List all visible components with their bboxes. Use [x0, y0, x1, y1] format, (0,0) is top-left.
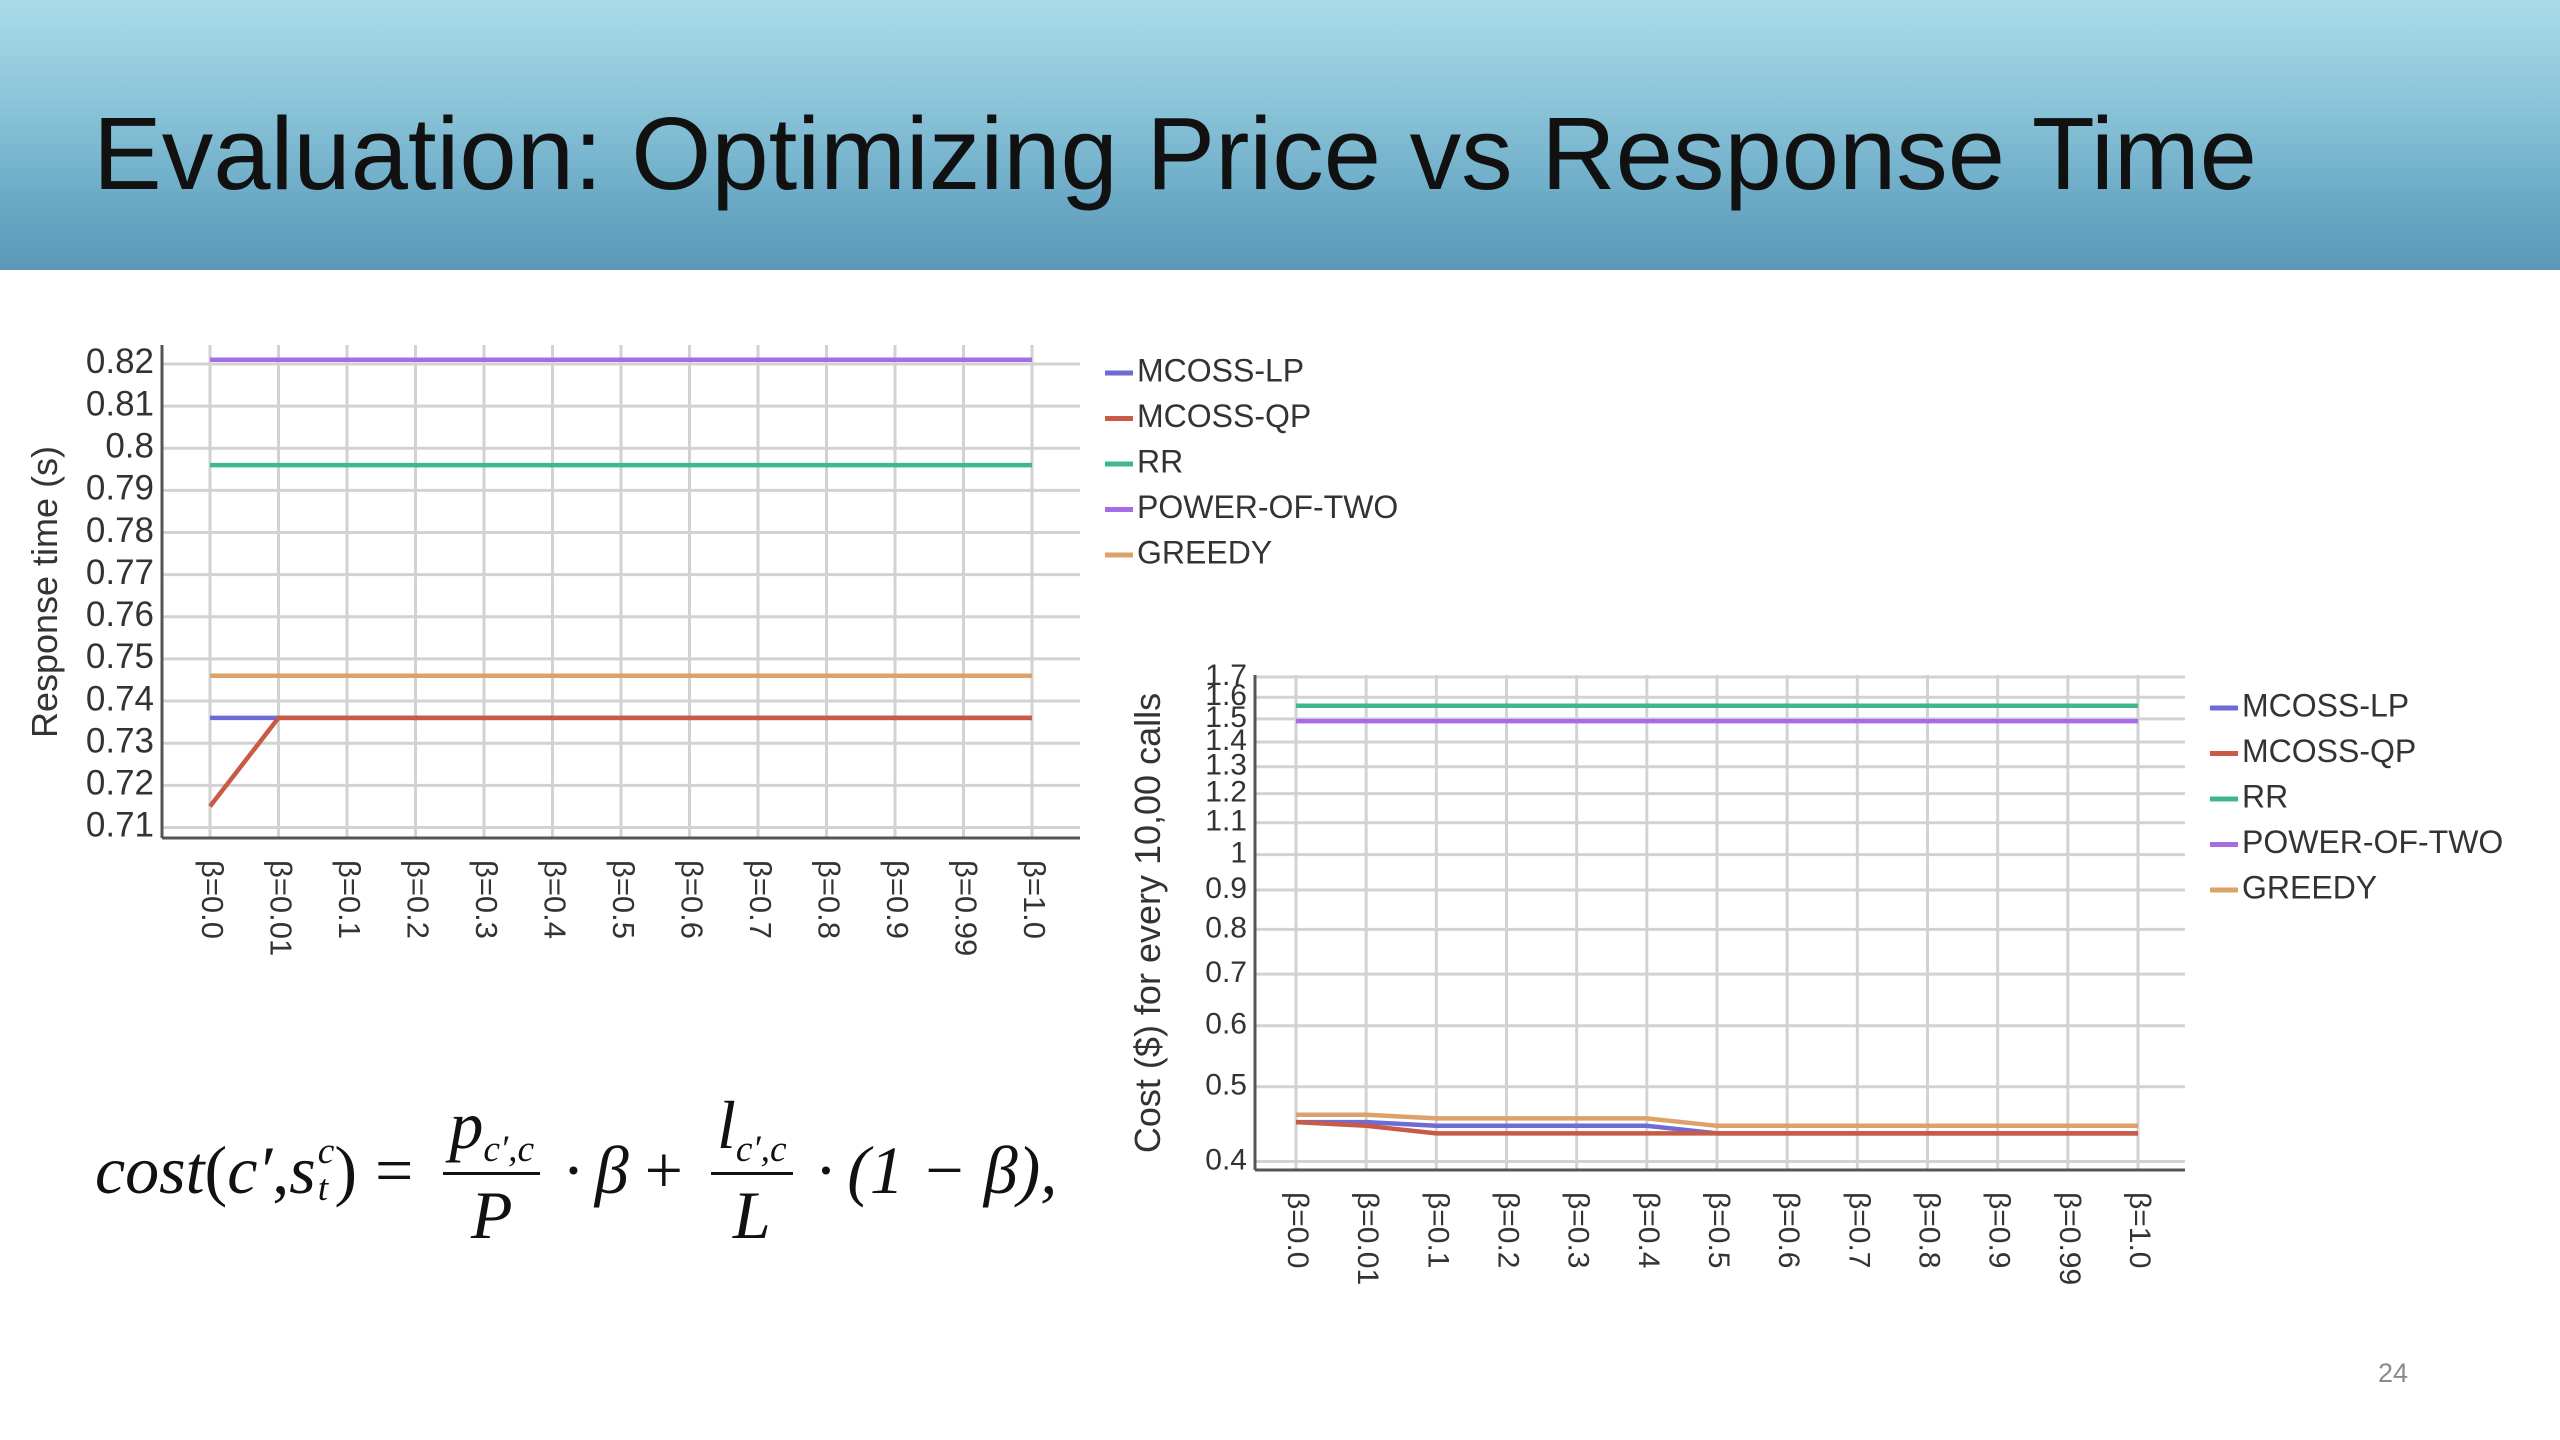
- formula-equals: =: [375, 1131, 414, 1208]
- y-tick-label: 0.77: [86, 553, 154, 592]
- x-tick-label: β=0.6: [1772, 1192, 1805, 1268]
- formula-arg2-sup: c: [317, 1130, 335, 1172]
- y-tick-label: 0.71: [86, 806, 154, 845]
- x-tick-label: β=0.2: [400, 860, 435, 939]
- fraction-latency-numerator: lc′,c: [710, 1091, 793, 1176]
- formula-dot-2: ·: [814, 1131, 838, 1208]
- legend-label: GREEDY: [1137, 534, 1272, 570]
- legend-label: MCOSS-QP: [1137, 398, 1311, 434]
- title-banner: [0, 0, 2560, 270]
- series-line-mcoss-qp: [208, 715, 1032, 808]
- legend-label: POWER-OF-TWO: [2242, 824, 2503, 860]
- y-tick-label: 0.8: [1205, 911, 1247, 944]
- slide-title: Evaluation: Optimizing Price vs Response…: [93, 96, 2257, 211]
- x-tick-label: β=0.7: [1842, 1192, 1875, 1268]
- x-tick-label: β=0.1: [1421, 1192, 1454, 1268]
- y-tick-label: 0.76: [86, 595, 154, 634]
- y-tick-label: 0.6: [1205, 1008, 1247, 1041]
- y-tick-label: 0.81: [86, 384, 154, 423]
- legend-label: MCOSS-QP: [2242, 733, 2416, 769]
- y-tick-label: 1.4: [1205, 724, 1247, 757]
- y-tick-label: 0.78: [86, 511, 154, 550]
- y-tick-label: 0.73: [86, 721, 154, 760]
- formula-paren-close: ): [334, 1131, 357, 1208]
- latency-subscript: c′,c: [735, 1128, 787, 1170]
- page-number: 24: [2378, 1358, 2409, 1388]
- y-tick-label: 1.7: [1205, 659, 1247, 692]
- formula-paren-open: (: [204, 1131, 228, 1208]
- x-tick-label: β=0.01: [1351, 1192, 1384, 1285]
- price-subscript: c′,c: [483, 1128, 535, 1170]
- x-tick-label: β=0.7: [743, 860, 778, 939]
- y-tick-label: 1.2: [1205, 776, 1247, 809]
- series-line-greedy: [1296, 1112, 2138, 1129]
- y-tick-label: 1.6: [1205, 679, 1247, 712]
- y-axis-title: Cost ($) for every 10,00 calls: [1127, 693, 1168, 1153]
- y-tick-label: 0.74: [86, 679, 154, 718]
- x-tick-label: β=0.3: [1562, 1192, 1595, 1268]
- y-tick-label: 1.5: [1205, 701, 1247, 734]
- x-tick-label: β=0.8: [1913, 1192, 1946, 1268]
- y-tick-label: 0.82: [86, 342, 154, 381]
- x-tick-label: β=1.0: [2123, 1192, 2156, 1268]
- x-tick-label: β=0.6: [674, 860, 709, 939]
- x-tick-label: β=0.0: [195, 860, 230, 939]
- price-symbol: p: [449, 1086, 484, 1163]
- formula-plus: +: [644, 1131, 683, 1208]
- latency-symbol: l: [716, 1086, 736, 1163]
- y-tick-label: 1: [1230, 837, 1247, 870]
- x-tick-label: β=0.8: [811, 860, 846, 939]
- cost-formula: cost ( c′ , s c t ) = pc′,c P · β + lc′,…: [95, 1085, 1085, 1255]
- legend-label: RR: [1137, 443, 1183, 479]
- formula-arg2-scripts: c t: [317, 1130, 335, 1209]
- y-tick-label: 0.9: [1205, 872, 1247, 905]
- x-tick-label: β=0.9: [1983, 1192, 2016, 1268]
- formula-comma: ,: [272, 1131, 290, 1208]
- y-tick-label: 0.4: [1205, 1143, 1247, 1176]
- y-tick-label: 0.7: [1205, 956, 1247, 989]
- legend-label: RR: [2242, 778, 2288, 814]
- formula-fraction-price: pc′,c P: [443, 1091, 541, 1254]
- x-tick-label: β=0.2: [1492, 1192, 1525, 1268]
- fraction-price-denominator: P: [470, 1177, 513, 1254]
- x-tick-label: β=0.4: [537, 860, 572, 939]
- y-tick-label: 0.72: [86, 764, 154, 803]
- formula-arg1: c′: [227, 1131, 273, 1208]
- x-tick-label: β=0.99: [2053, 1192, 2086, 1285]
- x-tick-label: β=0.5: [1702, 1192, 1735, 1268]
- legend-label: MCOSS-LP: [2242, 687, 2409, 723]
- formula-tail: (1 − β),: [847, 1131, 1058, 1208]
- series-line-mcoss-qp: [1295, 1119, 2138, 1136]
- x-tick-label: β=0.4: [1632, 1192, 1665, 1268]
- formula-func: cost: [95, 1131, 205, 1208]
- formula-dot-1: ·: [562, 1131, 585, 1208]
- formula-beta: β: [594, 1131, 629, 1208]
- legend-label: GREEDY: [2242, 869, 2377, 905]
- fraction-latency-denominator: L: [732, 1177, 771, 1254]
- formula-fraction-latency: lc′,c L: [710, 1091, 793, 1254]
- y-tick-label: 0.5: [1205, 1069, 1247, 1102]
- x-tick-label: β=1.0: [1017, 860, 1052, 939]
- legend-label: MCOSS-LP: [1137, 352, 1304, 388]
- y-tick-label: 0.79: [86, 469, 154, 508]
- x-tick-label: β=0.1: [332, 860, 367, 939]
- x-tick-label: β=0.99: [948, 860, 983, 956]
- x-tick-label: β=0.3: [469, 860, 504, 939]
- y-axis-title: Response time (s): [24, 446, 65, 738]
- y-tick-label: 1.3: [1205, 749, 1247, 782]
- formula-arg2-sub: t: [317, 1168, 329, 1209]
- y-tick-label: 1.1: [1205, 805, 1247, 838]
- x-tick-label: β=0.0: [1281, 1192, 1314, 1268]
- x-tick-label: β=0.01: [263, 860, 298, 956]
- legend-label: POWER-OF-TWO: [1137, 489, 1398, 525]
- x-tick-label: β=0.9: [880, 860, 915, 939]
- y-tick-label: 0.75: [86, 637, 154, 676]
- y-tick-label: 0.8: [105, 426, 154, 465]
- formula-arg2-base: s: [289, 1131, 316, 1208]
- x-tick-label: β=0.5: [606, 860, 641, 939]
- fraction-price-numerator: pc′,c: [443, 1091, 541, 1176]
